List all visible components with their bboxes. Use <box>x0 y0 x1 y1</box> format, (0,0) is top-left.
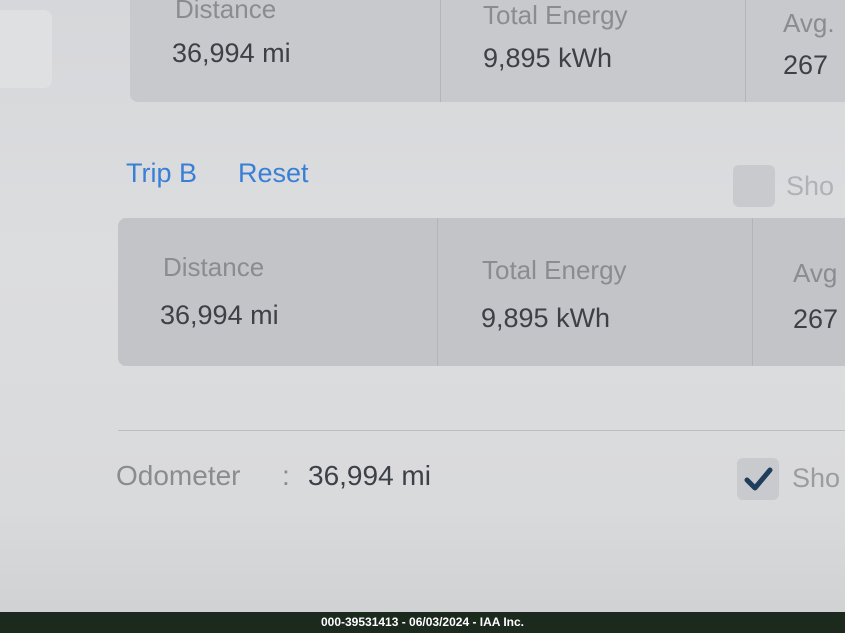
trip-b-show-label: Sho <box>786 171 835 201</box>
odometer-show-checkbox[interactable] <box>737 458 779 500</box>
divider <box>440 0 441 102</box>
checkmark-icon <box>744 467 773 491</box>
trip-a-energy-label: Total Energy <box>483 0 628 30</box>
odometer-separator: : <box>282 460 290 491</box>
trip-a-distance-label: Distance <box>175 0 277 24</box>
side-tile <box>0 10 52 88</box>
trip-a-avg-value: 267 <box>783 50 829 80</box>
trip-b-title: Trip B <box>126 158 198 188</box>
trip-b-energy-value: 9,895 kWh <box>481 303 611 333</box>
trip-b-energy-label: Total Energy <box>482 255 627 285</box>
trip-b-show-checkbox[interactable] <box>733 165 775 207</box>
watermark: 000-39531413 - 06/03/2024 - IAA Inc. <box>0 612 845 633</box>
trip-b-avg-value: 267 <box>793 304 839 334</box>
trip-b-avg-label: Avg <box>793 258 838 288</box>
trip-a-energy-value: 9,895 kWh <box>483 43 613 73</box>
trip-a-avg-label: Avg. <box>783 8 835 38</box>
odometer-show-label: Sho <box>792 463 841 493</box>
odometer-label: Odometer <box>116 460 241 491</box>
odometer-value: 36,994 mi <box>308 460 431 491</box>
trip-b-distance-value: 36,994 mi <box>160 300 279 330</box>
divider <box>752 218 753 366</box>
divider <box>437 218 438 366</box>
divider <box>745 0 746 102</box>
trip-b-panel: Distance 36,994 mi Total Energy 9,895 kW… <box>118 218 845 366</box>
trip-a-distance-value: 36,994 mi <box>172 38 291 68</box>
trip-b-reset-button[interactable]: Reset <box>238 158 309 188</box>
section-divider <box>118 430 845 431</box>
trip-a-panel: Distance 36,994 mi Total Energy 9,895 kW… <box>130 0 845 102</box>
trip-b-distance-label: Distance <box>163 252 265 282</box>
